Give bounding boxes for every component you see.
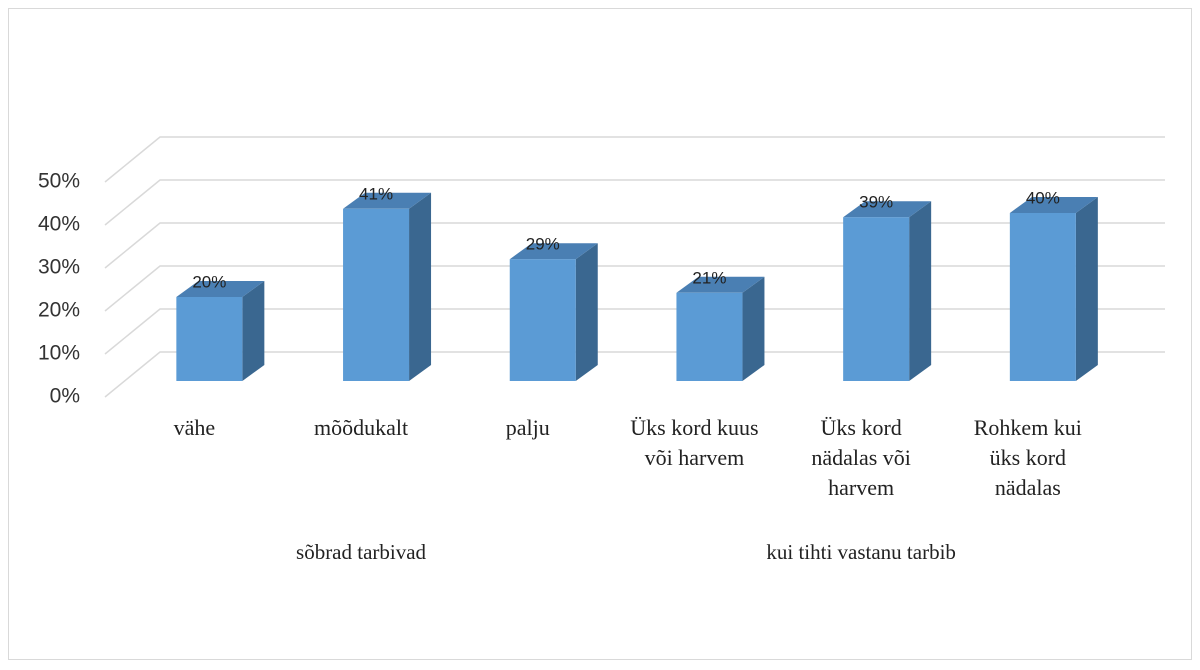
chart-border — [8, 8, 1192, 660]
y-tick-label: 30% — [38, 256, 80, 279]
bar — [509, 259, 576, 381]
bar — [676, 292, 743, 381]
grid-line — [104, 222, 1165, 269]
x-tick-label: Rohkem kui üks kord nädalas — [973, 415, 1082, 500]
x-tick-label: palju — [505, 415, 550, 440]
bar — [843, 217, 910, 381]
bar-top — [1009, 197, 1098, 213]
bar-side — [742, 276, 765, 381]
bar — [176, 297, 243, 381]
x-tick-label: Üks kord nädalas või harvem — [811, 415, 911, 500]
bar — [343, 208, 410, 381]
x-tick-label: vähe — [173, 415, 216, 440]
data-label: 39% — [859, 193, 893, 212]
bar-top — [343, 192, 432, 209]
grid-line — [104, 351, 1165, 398]
bar-side — [575, 243, 598, 381]
data-label: 41% — [359, 184, 393, 203]
bar-side — [409, 192, 432, 381]
data-label: 29% — [526, 235, 560, 254]
group-label: kui tihti vastanu tarbib — [766, 540, 956, 564]
bar-top — [843, 201, 932, 218]
x-tick-label: mõõdukalt — [313, 415, 409, 440]
grid-line — [104, 179, 1165, 226]
grid-line — [104, 308, 1165, 355]
data-label: 20% — [192, 272, 226, 291]
data-label: 40% — [1026, 188, 1060, 207]
bar-side — [1075, 197, 1098, 381]
data-label: 21% — [692, 268, 726, 287]
y-tick-label: 10% — [38, 342, 80, 365]
grid-line — [104, 265, 1165, 312]
group-label: sõbrad tarbivad — [296, 540, 427, 564]
bar — [1009, 213, 1076, 381]
y-tick-label: 0% — [50, 385, 80, 408]
x-tick-label: Üks kord kuus või harvem — [630, 415, 759, 470]
bar-top — [676, 276, 765, 293]
y-tick-label: 50% — [38, 170, 80, 193]
bar-top — [176, 281, 265, 297]
y-tick-label: 20% — [38, 299, 80, 322]
grid-line — [104, 136, 1165, 183]
y-tick-label: 40% — [38, 213, 80, 236]
bar-side — [242, 281, 265, 381]
bar-side — [909, 201, 932, 381]
bar-top — [509, 243, 598, 260]
